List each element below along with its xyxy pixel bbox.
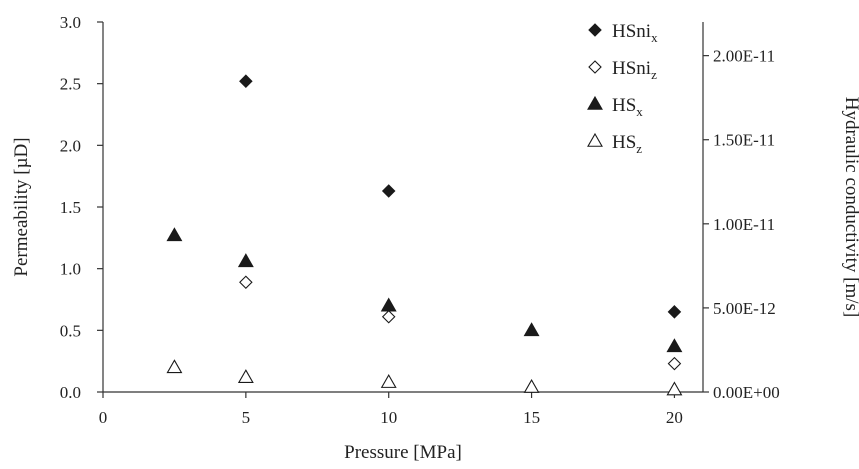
y-tick-label: 1.5 [60, 198, 81, 217]
x-tick-label: 0 [99, 408, 108, 427]
legend-marker-hsni-z [588, 60, 602, 74]
y2-tick-label: 1.00E-11 [713, 215, 775, 234]
ticks-layer: 0 5 10 15 20 0.0 0.5 1.0 1.5 2.0 2.5 3.0 0.00E+00 5.0… [60, 13, 780, 427]
point-hs-z [666, 381, 683, 396]
point-hsni-z [239, 275, 253, 290]
x-tick-label: 15 [523, 408, 540, 427]
x-axis-title: Pressure [MPa] [344, 442, 462, 463]
point-hs-z [380, 374, 397, 388]
x-tick-label: 5 [242, 408, 251, 427]
point-hs-x [237, 253, 254, 268]
y-tick-label: 1.0 [60, 260, 81, 279]
y-tick-label: 2.5 [60, 75, 81, 94]
point-hs-x [380, 297, 397, 312]
point-hs-z [237, 369, 254, 384]
y-tick-label: 0.0 [60, 383, 81, 402]
legend-marker-hs-z [587, 132, 603, 147]
legend-label-hs-z: HSz [612, 132, 642, 156]
y2-axis-title: Hydraulic conductivity [m/s] [841, 97, 859, 318]
y2-tick-label: 0.00E+00 [713, 383, 780, 402]
point-hs-x [666, 338, 683, 353]
point-hs-z [523, 378, 540, 393]
legend-label-hsni-z: HSniz [612, 58, 657, 82]
y-tick-label: 0.5 [60, 321, 81, 340]
x-tick-label: 20 [666, 408, 683, 427]
legend-marker-hsni-x [588, 23, 602, 37]
y-tick-label: 2.0 [60, 136, 81, 155]
point-hsni-z [667, 356, 682, 371]
legend-marker-hs-x [587, 95, 603, 110]
legend: HSnix HSniz HSx HSz [587, 21, 658, 156]
point-hsni-x [239, 74, 253, 88]
point-hs-z [166, 359, 183, 374]
point-hs-x [166, 227, 183, 242]
points-layer [166, 74, 683, 396]
point-hsni-z [381, 309, 396, 324]
legend-label-hsni-x: HSnix [612, 21, 658, 45]
point-hsni-x [667, 305, 682, 319]
y2-tick-label: 2.00E-11 [713, 47, 775, 66]
x-tick-label: 10 [380, 408, 397, 427]
y2-tick-label: 5.00E-12 [713, 299, 776, 318]
legend-label-hs-x: HSx [612, 95, 643, 119]
y-tick-label: 3.0 [60, 13, 81, 32]
point-hs-x [523, 322, 540, 337]
y2-tick-label: 1.50E-11 [713, 131, 775, 150]
point-hsni-x [381, 184, 396, 198]
y-axis-title: Permeability [µD] [11, 137, 32, 276]
